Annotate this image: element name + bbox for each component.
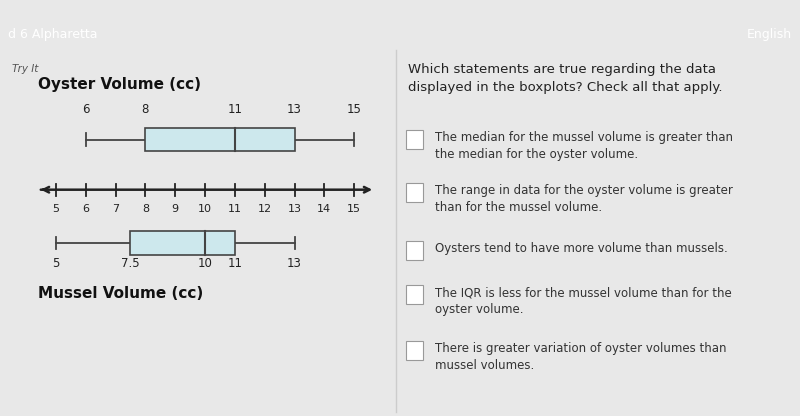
Bar xyxy=(406,241,423,260)
Text: 11: 11 xyxy=(227,103,242,116)
Bar xyxy=(130,231,235,255)
Text: 7: 7 xyxy=(112,204,119,214)
Text: 15: 15 xyxy=(346,103,362,116)
Text: 12: 12 xyxy=(258,204,272,214)
Text: 10: 10 xyxy=(198,257,213,270)
Text: 5: 5 xyxy=(52,204,59,214)
Text: 9: 9 xyxy=(172,204,178,214)
Text: English: English xyxy=(747,28,792,41)
Text: The median for the mussel volume is greater than
the median for the oyster volum: The median for the mussel volume is grea… xyxy=(435,131,733,161)
Bar xyxy=(406,285,423,304)
Bar xyxy=(146,128,294,151)
Text: Oyster Volume (cc): Oyster Volume (cc) xyxy=(38,77,201,92)
Text: 7.5: 7.5 xyxy=(121,257,140,270)
Text: 11: 11 xyxy=(228,204,242,214)
Text: d 6 Alpharetta: d 6 Alpharetta xyxy=(8,28,98,41)
Text: Mussel Volume (cc): Mussel Volume (cc) xyxy=(38,286,203,301)
Bar xyxy=(406,130,423,149)
Text: Which statements are true regarding the data
displayed in the boxplots? Check al: Which statements are true regarding the … xyxy=(408,63,722,94)
Text: 8: 8 xyxy=(142,204,149,214)
Text: 13: 13 xyxy=(287,204,302,214)
Text: 6: 6 xyxy=(82,103,90,116)
Text: 11: 11 xyxy=(227,257,242,270)
Text: 10: 10 xyxy=(198,204,212,214)
Text: There is greater variation of oyster volumes than
mussel volumes.: There is greater variation of oyster vol… xyxy=(435,342,726,372)
Text: 8: 8 xyxy=(142,103,149,116)
Bar xyxy=(406,342,423,360)
Text: 13: 13 xyxy=(287,257,302,270)
Text: 15: 15 xyxy=(347,204,361,214)
Text: 6: 6 xyxy=(82,204,89,214)
Text: 14: 14 xyxy=(318,204,331,214)
Text: The range in data for the oyster volume is greater
than for the mussel volume.: The range in data for the oyster volume … xyxy=(435,184,733,214)
Text: Oysters tend to have more volume than mussels.: Oysters tend to have more volume than mu… xyxy=(435,242,728,255)
Text: 5: 5 xyxy=(52,257,59,270)
Text: 13: 13 xyxy=(287,103,302,116)
Bar xyxy=(406,183,423,201)
Text: The IQR is less for the mussel volume than for the
oyster volume.: The IQR is less for the mussel volume th… xyxy=(435,286,732,316)
Text: Try It: Try It xyxy=(12,64,38,74)
